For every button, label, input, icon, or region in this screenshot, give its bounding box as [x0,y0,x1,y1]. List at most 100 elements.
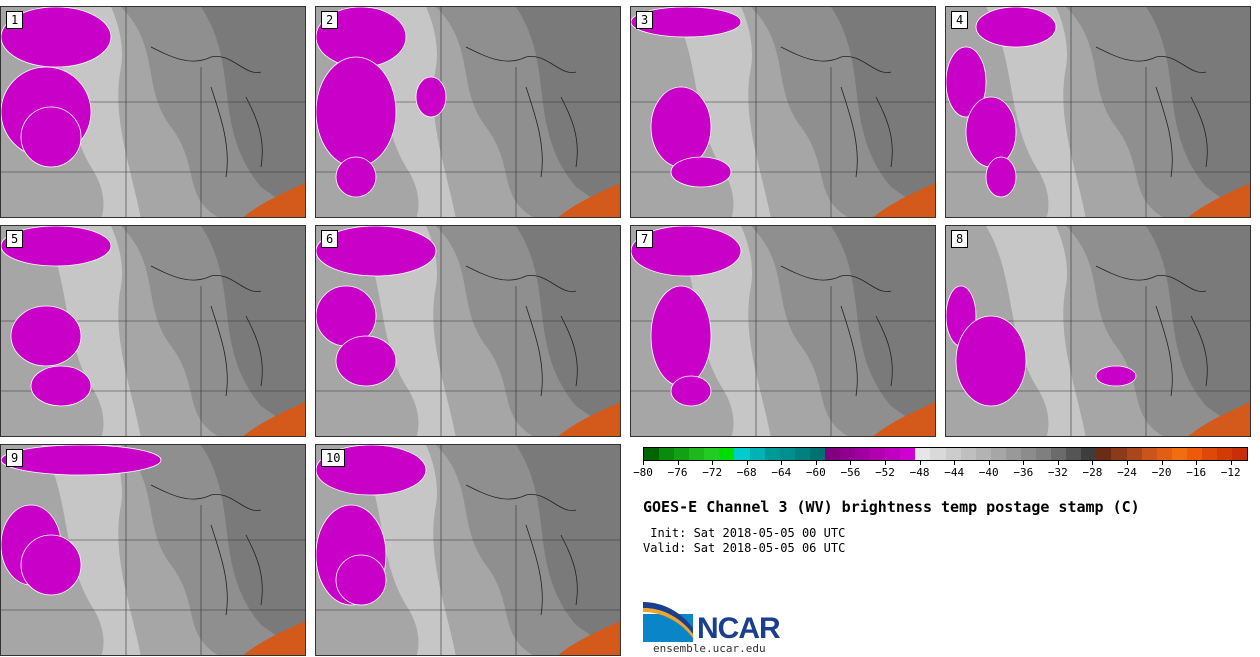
panel-number: 6 [321,230,339,248]
colorbar-swatch [809,448,825,460]
water-vapor-map [316,226,620,436]
panel-number: 5 [6,230,24,248]
colorbar-swatch [945,448,961,460]
colorbar-tick-label: −32 [1047,466,1068,479]
colorbar-swatch [975,448,991,460]
colorbar-tick-label: −12 [1220,466,1241,479]
colorbar-swatch [960,448,976,460]
ensemble-url: ensemble.ucar.edu [653,642,766,655]
colorbar-swatch [734,448,750,460]
colorbar-swatch [1111,448,1127,460]
colorbar-tick-label: −28 [1082,466,1103,479]
colorbar-swatch [885,448,901,460]
panel-number: 1 [6,11,24,29]
colorbar-swatch [915,448,931,460]
colorbar-tick-mark [1092,461,1094,465]
water-vapor-map [316,7,620,217]
colorbar-tick-mark [746,461,748,465]
colorbar-swatch [644,448,660,460]
ensemble-member-panel: 3 [630,6,936,218]
logo-wordmark: NCAR [697,612,781,645]
colorbar-tick-label: −72 [702,466,723,479]
colorbar-swatch [749,448,765,460]
ensemble-member-panel: 1 [0,6,306,218]
colorbar-swatch [930,448,946,460]
colorbar-tick-label: −64 [771,466,792,479]
init-time: Init: Sat 2018-05-05 00 UTC [643,526,846,540]
colorbar-swatch [1036,448,1052,460]
colorbar-swatch [824,448,841,460]
colorbar-swatch [990,448,1006,460]
ensemble-member-panel: 7 [630,225,936,437]
water-vapor-map [946,226,1250,436]
colorbar-swatch [1186,448,1202,460]
colorbar-swatch [855,448,871,460]
figure-title: GOES-E Channel 3 (WV) brightness temp po… [643,498,1140,516]
ensemble-member-panel: 9 [0,444,306,656]
colorbar-swatch [719,448,735,460]
colorbar-swatch [1051,448,1067,460]
colorbar-tick-label: −40 [978,466,999,479]
colorbar-tick-mark [1023,461,1025,465]
colorbar-swatch [794,448,810,460]
colorbar-tick-mark [1230,461,1232,465]
colorbar-swatch [779,448,795,460]
ensemble-member-panel: 10 [315,444,621,656]
colorbar [643,447,1248,461]
panel-number: 4 [951,11,969,29]
panel-number: 9 [6,449,24,467]
colorbar-tick-mark [1127,461,1128,465]
colorbar-tick-mark [677,461,679,465]
colorbar-tick-label: −16 [1186,466,1207,479]
colorbar-tick-mark [919,461,921,465]
colorbar-swatch [1066,448,1082,460]
colorbar-swatch [870,448,886,460]
colorbar-tick-mark [1161,461,1163,465]
colorbar-swatch [1216,448,1233,460]
colorbar-tick-mark [781,461,783,465]
colorbar-tick-label: −52 [875,466,895,479]
colorbar-swatch [1020,448,1037,460]
colorbar-swatch [1005,448,1021,460]
water-vapor-map [631,7,935,217]
colorbar-tick-label: −20 [1151,466,1172,479]
colorbar-tick-label: −48 [909,466,930,479]
ensemble-member-panel: 2 [315,6,621,218]
colorbar-tick-label: −60 [805,466,826,479]
panel-number: 2 [321,11,339,29]
colorbar-swatch [1096,448,1112,460]
colorbar-tick-label: −36 [1013,466,1034,479]
colorbar-swatch [1201,448,1217,460]
colorbar-tick-label: −76 [667,466,688,479]
colorbar-swatch [1141,448,1157,460]
ensemble-member-panel: 5 [0,225,306,437]
water-vapor-map [1,226,305,436]
colorbar-swatch [689,448,705,460]
colorbar-tick-label: −24 [1117,466,1137,479]
colorbar-swatch [704,448,720,460]
panel-number: 7 [636,230,654,248]
colorbar-swatch [674,448,690,460]
colorbar-swatch [1156,448,1172,460]
colorbar-tick-mark [815,461,817,465]
colorbar-swatch [840,448,856,460]
colorbar-swatch [659,448,675,460]
colorbar-tick-mark [885,461,886,465]
colorbar-tick-mark [1057,461,1059,465]
ensemble-member-panel: 6 [315,225,621,437]
water-vapor-map [631,226,935,436]
colorbar-tick-label: −80 [633,466,653,479]
colorbar-tick-label: −44 [944,466,965,479]
panel-number: 10 [321,449,346,467]
water-vapor-map [946,7,1250,217]
colorbar-swatch [1232,448,1248,460]
colorbar-swatch [1171,448,1187,460]
valid-time: Valid: Sat 2018-05-05 06 UTC [643,541,846,555]
colorbar-tick-label: −68 [736,466,757,479]
colorbar-tick-mark [712,461,714,465]
colorbar-swatch [764,448,780,460]
ensemble-member-panel: 4 [945,6,1251,218]
water-vapor-map [1,7,305,217]
colorbar-swatch [1081,448,1097,460]
water-vapor-map [316,445,620,655]
